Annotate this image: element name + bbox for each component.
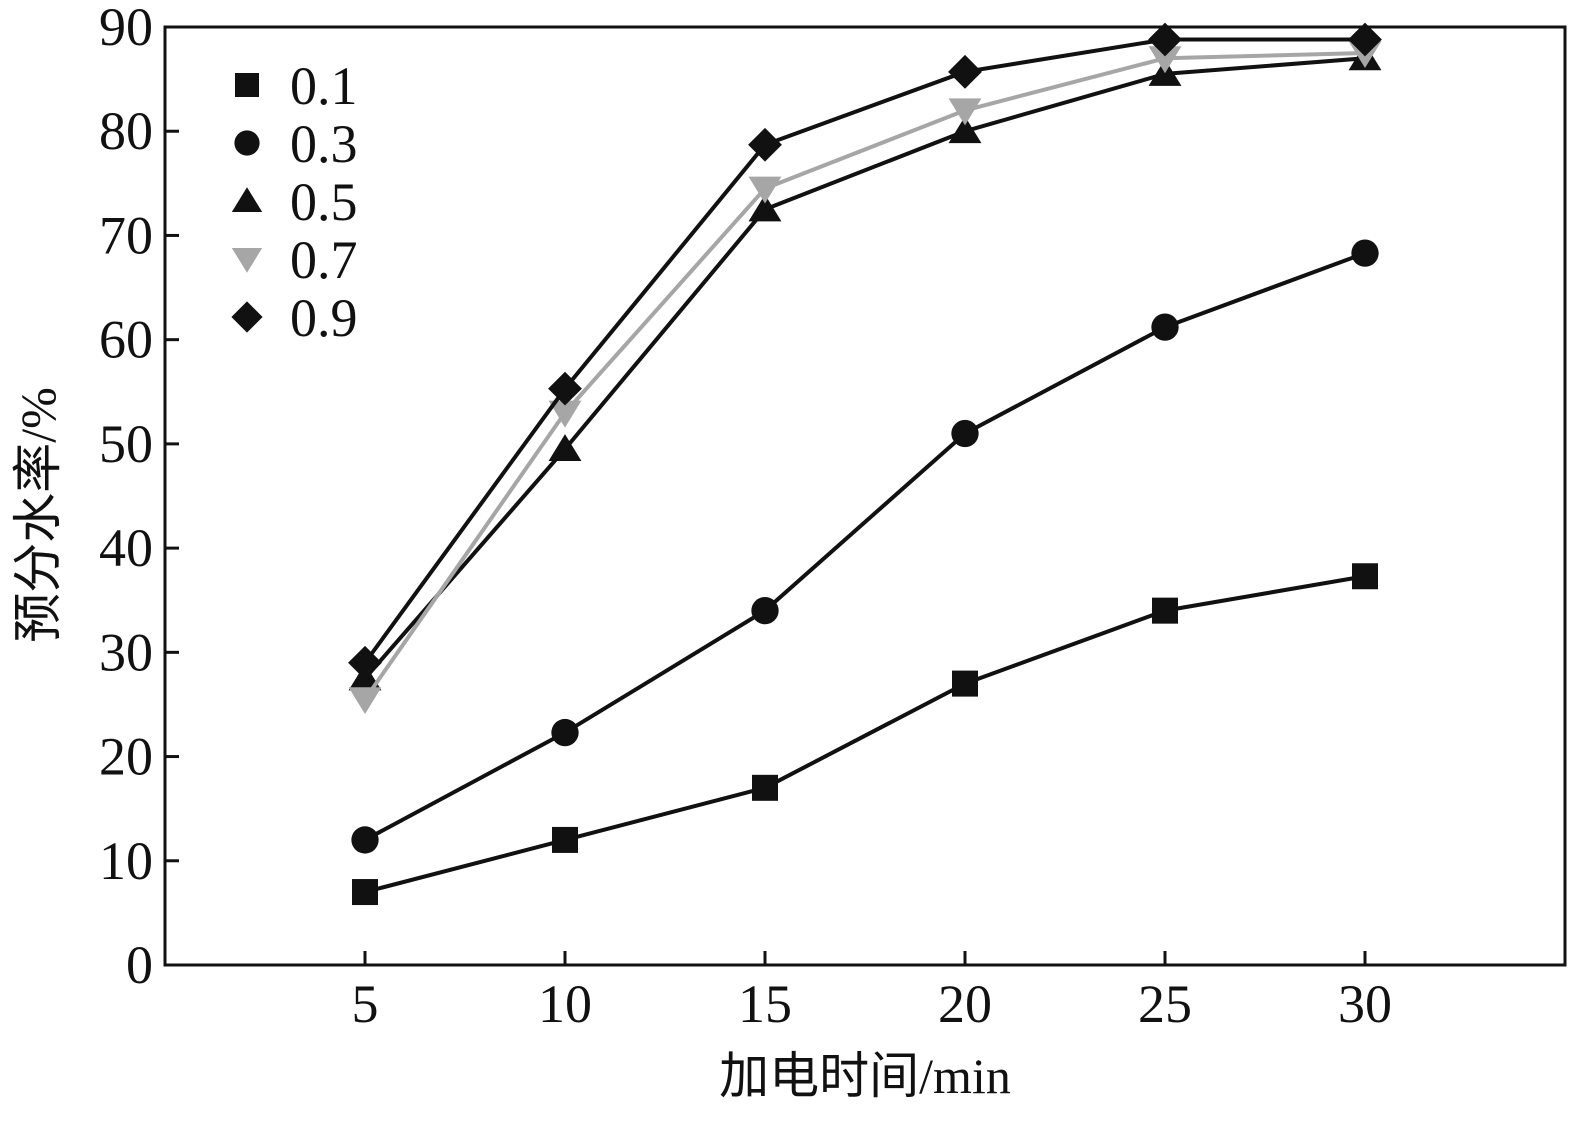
data-point bbox=[1348, 22, 1382, 57]
legend-item: 0.5 bbox=[231, 172, 358, 232]
legend-item: 0.9 bbox=[231, 288, 358, 348]
y-tick-label: 30 bbox=[99, 622, 153, 682]
legend: 0.10.30.50.70.9 bbox=[231, 56, 358, 348]
x-tick-label: 25 bbox=[1138, 974, 1192, 1034]
data-point bbox=[548, 371, 582, 406]
series-0.7 bbox=[348, 41, 1382, 715]
data-point bbox=[1148, 22, 1182, 57]
data-point bbox=[751, 596, 779, 625]
legend-label: 0.7 bbox=[290, 230, 358, 290]
legend-item: 0.7 bbox=[231, 230, 358, 290]
series-line bbox=[364, 574, 1366, 894]
series-0.3 bbox=[351, 239, 1379, 854]
y-tick-label: 80 bbox=[99, 101, 153, 161]
x-tick-label: 10 bbox=[538, 974, 592, 1034]
y-tick-label: 0 bbox=[126, 935, 153, 995]
legend-item: 0.3 bbox=[234, 114, 358, 174]
data-point bbox=[948, 116, 982, 144]
data-point bbox=[1151, 313, 1179, 341]
x-tick-label: 15 bbox=[738, 974, 792, 1034]
series-0.1 bbox=[352, 563, 1378, 906]
data-point bbox=[1152, 597, 1178, 624]
series-0.5 bbox=[348, 43, 1382, 691]
data-point bbox=[352, 879, 378, 906]
data-point bbox=[948, 98, 982, 126]
data-point bbox=[1148, 46, 1182, 74]
x-axis: 5 10 15 20 25 30 bbox=[352, 951, 1392, 1034]
legend-marker bbox=[234, 130, 260, 156]
legend-item: 0.1 bbox=[235, 56, 358, 116]
legend-label: 0.1 bbox=[290, 56, 358, 116]
series-line bbox=[363, 51, 1366, 701]
legend-marker bbox=[231, 247, 263, 273]
data-point bbox=[351, 826, 379, 854]
data-point bbox=[348, 645, 382, 680]
x-tick-label: 5 bbox=[352, 974, 379, 1034]
legend-label: 0.3 bbox=[290, 114, 358, 174]
series-line bbox=[363, 37, 1365, 664]
y-tick-label: 40 bbox=[99, 518, 153, 578]
plot-border bbox=[163, 25, 1567, 967]
data-point bbox=[348, 687, 382, 715]
y-tick-label: 90 bbox=[99, 0, 153, 57]
legend-marker bbox=[231, 301, 263, 333]
data-point bbox=[952, 670, 978, 697]
series-line bbox=[363, 56, 1366, 680]
legend-marker bbox=[231, 187, 263, 213]
x-tick-label: 30 bbox=[1338, 974, 1392, 1034]
data-point bbox=[948, 54, 982, 89]
data-point bbox=[748, 194, 782, 222]
legend-label: 0.9 bbox=[290, 288, 358, 348]
legend-marker bbox=[235, 73, 259, 97]
data-point bbox=[551, 718, 579, 747]
legend-label: 0.5 bbox=[290, 172, 358, 232]
plot-area bbox=[163, 25, 1567, 967]
data-point bbox=[951, 419, 979, 448]
data-point bbox=[1352, 563, 1378, 590]
data-point bbox=[748, 127, 782, 162]
data-point bbox=[752, 774, 778, 801]
data-point bbox=[748, 176, 782, 204]
data-point bbox=[1351, 239, 1379, 267]
y-tick-label: 60 bbox=[99, 310, 153, 370]
series-layer bbox=[348, 22, 1382, 906]
x-axis-title: 加电时间/min bbox=[719, 1048, 1011, 1104]
y-axis-title: 预分水率/% bbox=[10, 387, 66, 643]
y-tick-label: 20 bbox=[99, 727, 153, 787]
data-point bbox=[552, 826, 578, 853]
data-point bbox=[548, 434, 582, 462]
y-axis: 0 10 20 30 40 50 60 70 80 90 bbox=[99, 0, 179, 995]
y-tick-label: 10 bbox=[99, 831, 153, 891]
series-line bbox=[364, 251, 1366, 842]
data-point bbox=[548, 400, 582, 428]
y-tick-label: 70 bbox=[99, 205, 153, 265]
series-0.9 bbox=[348, 22, 1382, 680]
y-tick-label: 50 bbox=[99, 414, 153, 474]
x-tick-label: 20 bbox=[938, 974, 992, 1034]
